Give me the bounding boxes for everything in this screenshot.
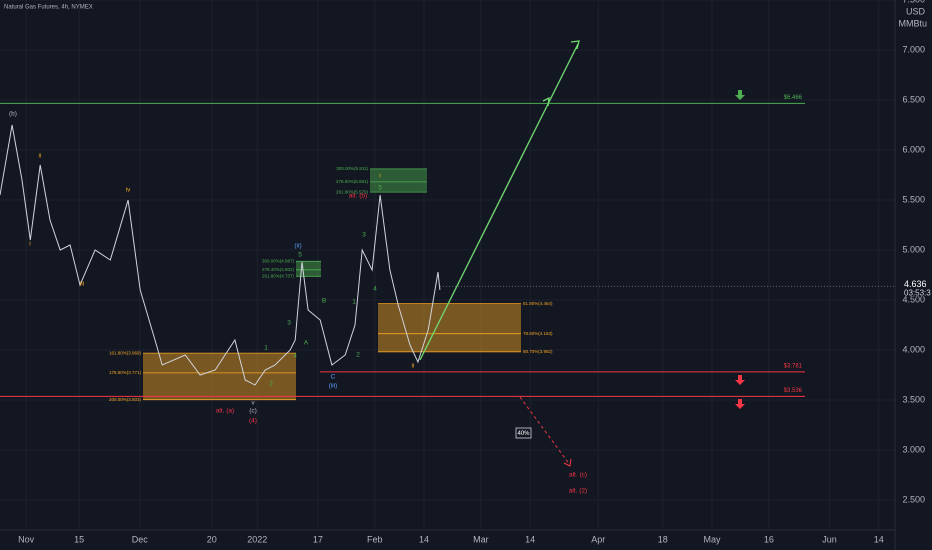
wave-label: alt. (b) [349, 193, 367, 200]
level-label: $3.536 [784, 388, 803, 394]
x-tick-label: 14 [525, 534, 535, 544]
x-tick-label: 18 [658, 534, 668, 544]
wave-label: (ii) [294, 243, 301, 250]
x-tick-label: 15 [74, 534, 84, 544]
wave-label: B [322, 298, 326, 305]
level-label: $3.781 [784, 363, 803, 369]
wave-label: i [29, 241, 30, 248]
x-tick-label: 2022 [247, 534, 267, 544]
wave-label: iv [126, 187, 131, 194]
wave-label: ii [412, 363, 415, 370]
up-arrow-icon [735, 90, 745, 100]
wave-label: 5 [378, 185, 382, 192]
y-tick-label: 4.000 [902, 344, 925, 354]
y-tick-label: 5.500 [902, 194, 925, 204]
wave-label: v [251, 400, 255, 407]
fib-label: 278.60%(5.681) [336, 179, 369, 184]
wave-label: 4 [373, 286, 377, 293]
wave-label: 1 [264, 345, 268, 352]
wave-label: alt. (2) [569, 488, 587, 495]
projection-arrowhead [570, 40, 580, 50]
y-tick-label: 5.000 [902, 244, 925, 254]
x-tick-label: Feb [367, 534, 383, 544]
wave-label: 2 [269, 381, 273, 388]
fib-label: 261.80%(4.737) [262, 273, 295, 278]
x-tick-label: Apr [591, 534, 605, 544]
wave-label: (4) [249, 418, 257, 425]
fib-label: 178.60%(3.771) [109, 370, 142, 375]
y-tick-label: 3.000 [902, 444, 925, 454]
unit: MMBtu [898, 18, 927, 28]
fib-box [378, 303, 521, 352]
x-tick-label: 16 [764, 534, 774, 544]
y-tick-label: 6.500 [902, 94, 925, 104]
wave-label: iii [80, 281, 84, 288]
wave-label: (c) [249, 408, 257, 415]
x-tick-label: May [703, 534, 721, 544]
fib-label: 88.70%(3.982) [523, 349, 553, 354]
fib-label: 300.00%(5.811) [336, 166, 368, 171]
projection-line [419, 43, 579, 361]
y-tick-label: 4.500 [902, 294, 925, 304]
alt-arrowhead [563, 458, 572, 467]
wave-label: A [304, 340, 309, 347]
y-tick-label: 7.500 [902, 0, 925, 4]
wave-label: (b) [9, 111, 17, 118]
wave-label: 5 [298, 252, 302, 259]
probability-box [515, 427, 532, 439]
fib-label: 200.00%(3.503) [109, 397, 142, 402]
wave-label: 4 [293, 353, 297, 360]
wave-label: 2 [356, 352, 360, 359]
fib-box [143, 353, 296, 400]
currency: USD [906, 6, 926, 16]
fib-label: 261.80%(5.579) [336, 189, 369, 194]
down-arrow-icon [735, 399, 745, 409]
fib-label: 161.80%(3.969) [109, 350, 142, 355]
projection-arrowhead [542, 96, 550, 107]
fib-label: 78.60%(4.163) [523, 331, 553, 336]
price-line [0, 124, 441, 386]
probability-label: 40% [517, 431, 530, 437]
plot: 161.80%(3.969) 178.60%(3.771) 200.00%(3.50… [0, 95, 805, 495]
y-tick-label: 7.000 [902, 44, 925, 54]
wave-label: ii [39, 153, 42, 160]
x-tick-label: Jun [822, 534, 837, 544]
wave-label: 3 [287, 320, 291, 327]
fib-label: 300.00%(4.887) [262, 258, 295, 263]
countdown-label: 03:53:3 [904, 289, 931, 298]
wave-label: C [331, 374, 336, 381]
fib-label: 61.80%(4.464) [523, 301, 553, 306]
y-tick-label: 2.500 [902, 494, 925, 504]
fib-box [370, 168, 427, 193]
wave-label: alt. (c) [569, 472, 587, 479]
last-price-tag [896, 278, 932, 297]
x-tick-label: 17 [313, 534, 323, 544]
alt-projection-line [519, 396, 571, 466]
wave-label: i [379, 173, 380, 180]
x-tick-label: Mar [473, 534, 489, 544]
fib-label: 278.40%(4.802) [262, 267, 295, 272]
wave-label: 1 [352, 299, 356, 306]
y-tick-label: 6.000 [902, 144, 925, 154]
x-tick-label: Dec [132, 534, 149, 544]
x-tick-label: Nov [18, 534, 35, 544]
wave-label: alt. (a) [216, 408, 234, 415]
level-label: $6.466 [784, 95, 803, 101]
x-tick-label: 20 [207, 534, 217, 544]
wave-label: 3 [362, 232, 366, 239]
x-tick-label: 14 [874, 534, 884, 544]
fib-box [296, 261, 321, 277]
x-tick-label: 14 [419, 534, 429, 544]
down-arrow-icon [735, 375, 745, 385]
chart-title: Natural Gas Futures, 4h, NYMEX [4, 5, 93, 11]
wave-label: (iii) [329, 383, 338, 390]
y-tick-label: 3.500 [902, 394, 925, 404]
last-price-label: 4.636 [904, 279, 927, 289]
